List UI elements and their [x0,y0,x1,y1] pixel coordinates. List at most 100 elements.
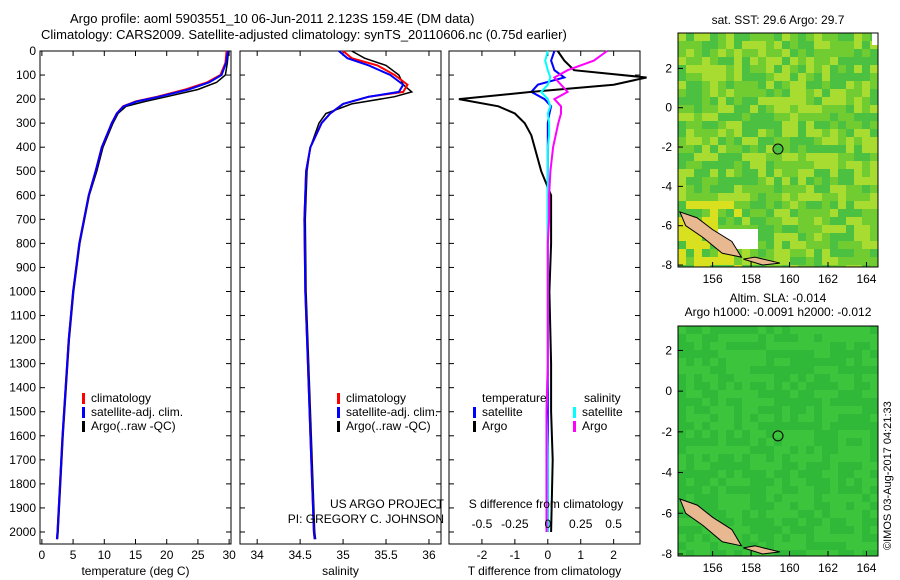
map-cell [782,382,790,390]
map-cell [798,113,806,121]
map-cell [750,366,758,374]
map-cell [862,105,870,113]
map-cell [838,89,846,97]
map-cell [702,177,710,185]
map-cell [750,438,758,446]
map-cell [750,462,758,470]
map-cell [830,233,838,241]
map-cell [742,542,750,550]
legend-swatch [573,407,576,418]
map-cell [726,105,734,113]
map-cell [774,209,782,217]
map-cell [854,49,862,57]
map-cell [678,201,686,209]
map-cell [838,494,846,502]
map-cell [822,462,830,470]
map-cell [750,33,758,41]
map-cell [734,510,742,518]
map-cell [694,334,702,342]
map-cell [694,105,702,113]
map-cell [702,414,710,422]
map-cell [718,342,726,350]
map-cell [774,65,782,73]
map-cell [726,209,734,217]
map-cell [862,470,870,478]
map-cell [710,249,718,257]
map-cell [798,97,806,105]
map-cell [694,161,702,169]
map-cell [862,478,870,486]
map-cell [870,105,878,113]
map-cell [790,438,798,446]
map-cell [846,33,854,41]
map-cell [750,526,758,534]
map-cell [862,129,870,137]
map-cell [718,494,726,502]
map-cell [822,241,830,249]
y-tick-label: 300 [16,116,36,130]
map-cell [750,73,758,81]
map-cell [806,358,814,366]
map-cell [838,97,846,105]
map-cell [790,177,798,185]
map-cell [846,257,854,265]
map-cell [814,65,822,73]
map-cell [774,57,782,65]
map-cell [798,350,806,358]
map-cell [774,105,782,113]
map-cell [862,374,870,382]
map-cell [742,49,750,57]
map-cell [782,550,790,556]
map-cell [822,374,830,382]
lat-tick-label: 2 [665,343,672,357]
map-cell [694,65,702,73]
map-cell [702,185,710,193]
map-cell [790,153,798,161]
map-cell [750,81,758,89]
map-cell [694,49,702,57]
map-cell [790,225,798,233]
map-cell [838,81,846,89]
map-cell [742,390,750,398]
map-cell [734,542,742,550]
map-cell [806,462,814,470]
y-tick-label: 1900 [9,501,36,515]
map-cell [846,494,854,502]
map-cell [798,390,806,398]
map-cell [870,145,878,153]
map-cell [846,41,854,49]
map-cell [782,438,790,446]
map-cell [686,350,694,358]
lat-tick-label: -8 [661,547,672,561]
map-cell [846,89,854,97]
map-cell [870,470,878,478]
map-cell [830,145,838,153]
map-cell [854,366,862,374]
map-cell [718,470,726,478]
lon-tick-label: 160 [780,561,800,575]
map-cell [726,510,734,518]
map-cell [686,49,694,57]
map-cell [838,65,846,73]
map-cell [750,454,758,462]
map-cell [862,430,870,438]
map-cell [862,97,870,105]
map-cell [790,398,798,406]
map-cell [742,73,750,81]
map-cell [718,145,726,153]
map-cell [806,334,814,342]
map-cell [846,201,854,209]
map-cell [758,73,766,81]
map-cell [846,105,854,113]
map-cell [718,334,726,342]
map-cell [726,145,734,153]
map-cell [862,486,870,494]
map-cell [798,105,806,113]
map-cell [750,486,758,494]
map-cell [678,81,686,89]
map-cell [846,406,854,414]
map-cell [846,65,854,73]
map-cell [726,334,734,342]
map-cell [798,366,806,374]
map-cell [798,510,806,518]
